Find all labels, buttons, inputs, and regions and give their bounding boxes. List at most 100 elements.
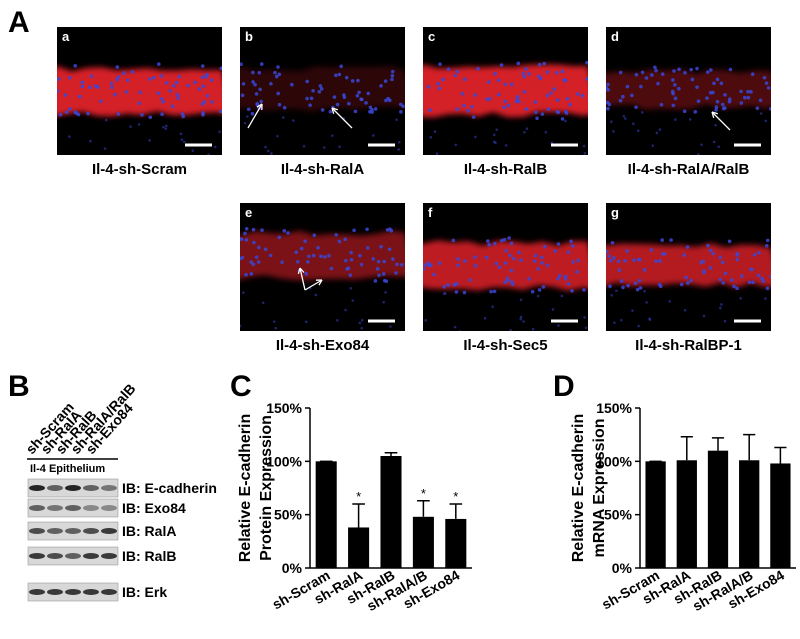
y-tick-label: 50% [604, 507, 633, 523]
nucleus [368, 105, 373, 110]
nucleus [642, 268, 647, 272]
nucleus [535, 330, 538, 331]
nucleus [760, 276, 764, 281]
nucleus [276, 91, 280, 96]
bar [445, 518, 467, 568]
nucleus [689, 67, 693, 72]
blot-row-label: IB: Erk [122, 584, 167, 600]
nucleus [148, 115, 153, 120]
nucleus [312, 233, 317, 238]
nucleus [387, 98, 392, 103]
nucleus [622, 114, 626, 118]
nucleus [684, 275, 688, 280]
nucleus [720, 303, 723, 306]
nucleus [428, 108, 432, 112]
nucleus [519, 258, 523, 263]
nucleus [67, 75, 72, 80]
nucleus [637, 278, 642, 283]
nucleus [379, 244, 383, 249]
nucleus [556, 110, 561, 115]
nucleus [759, 112, 763, 115]
nucleus [749, 89, 753, 94]
nucleus [63, 93, 68, 97]
nucleus [172, 84, 176, 88]
nucleus [218, 130, 221, 134]
nucleus [660, 238, 664, 242]
nucleus [429, 135, 433, 139]
nucleus [140, 113, 144, 117]
blot-header: Il-4 Epithelium [30, 463, 105, 475]
nucleus [159, 97, 164, 101]
nucleus [765, 238, 770, 243]
panel-label: A [8, 6, 30, 39]
nucleus [549, 91, 553, 95]
nucleus [249, 260, 253, 264]
blot-band [29, 589, 45, 595]
nucleus [87, 85, 92, 90]
nucleus [116, 75, 121, 79]
nucleus [470, 104, 474, 109]
nucleus [248, 157, 251, 160]
nucleus [344, 308, 347, 312]
nucleus [522, 90, 527, 94]
nucleus [243, 121, 247, 125]
blot-band [47, 589, 63, 595]
nucleus [492, 241, 497, 246]
nucleus [160, 112, 164, 117]
nucleus [319, 254, 323, 259]
nucleus [705, 96, 709, 100]
nucleus [677, 67, 681, 72]
arrow-head [315, 279, 323, 286]
nucleus [376, 259, 381, 264]
nucleus [348, 273, 353, 277]
blot-band [29, 553, 45, 559]
nucleus [191, 149, 195, 152]
micrograph-content [606, 238, 771, 328]
nucleus [764, 81, 769, 85]
panel-letter: c [428, 29, 435, 44]
y-tick-label: 100% [596, 453, 632, 469]
nucleus [446, 283, 450, 287]
nucleus [702, 270, 706, 275]
nucleus [723, 93, 727, 97]
nucleus [89, 74, 94, 79]
nucleus [625, 84, 630, 89]
nucleus [608, 284, 612, 289]
nucleus [382, 156, 385, 159]
nucleus [509, 280, 514, 284]
nucleus [334, 73, 338, 78]
nucleus [320, 108, 325, 112]
nucleus [565, 96, 570, 101]
nucleus [309, 96, 314, 101]
nucleus [318, 84, 323, 88]
nucleus [170, 104, 175, 109]
nucleus [633, 281, 638, 286]
error-bar [774, 446, 787, 464]
nucleus [241, 82, 246, 86]
nucleus [537, 62, 542, 67]
nucleus [343, 237, 348, 242]
nucleus [137, 101, 142, 106]
nucleus [606, 86, 608, 90]
error-bar [711, 437, 725, 451]
nucleus [468, 278, 472, 282]
nucleus [284, 157, 287, 160]
nucleus [747, 280, 752, 285]
nucleus [308, 103, 312, 107]
nucleus [240, 256, 243, 261]
nucleus [268, 253, 273, 258]
nucleus [360, 318, 364, 322]
micrograph: e [240, 203, 405, 331]
nucleus [246, 115, 249, 118]
y-tick-label: 0% [282, 560, 303, 576]
nucleus [437, 261, 442, 266]
nucleus [562, 78, 567, 82]
nucleus [311, 253, 316, 258]
nucleus [319, 87, 324, 91]
nucleus [109, 81, 114, 86]
nucleus [509, 268, 514, 273]
nucleus [240, 324, 242, 328]
nucleus [305, 96, 309, 101]
nucleus [610, 241, 615, 245]
nucleus [499, 63, 504, 67]
